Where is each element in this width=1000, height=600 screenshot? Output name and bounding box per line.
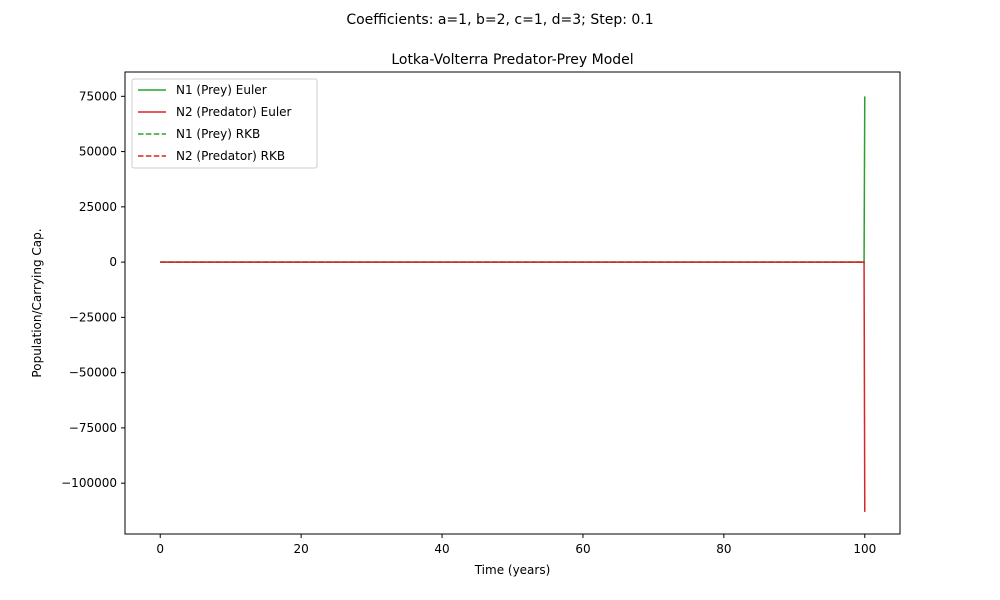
legend-label: N2 (Predator) RKB <box>176 149 285 163</box>
y-tick-label: −25000 <box>69 310 117 324</box>
legend: N1 (Prey) Euler N2 (Predator) Euler N1 (Pr… <box>131 78 318 169</box>
y-axis: 75000 50000 25000 0 −25000 −50000 −75000 −10000… <box>61 89 125 490</box>
y-axis-label: Population/Carrying Cap. <box>30 228 44 377</box>
legend-label: N2 (Predator) Euler <box>176 105 292 119</box>
y-tick-label: −75000 <box>69 421 117 435</box>
series-layer <box>160 96 866 512</box>
y-tick-label: 50000 <box>79 145 117 159</box>
x-tick-label: 20 <box>293 542 308 556</box>
series-line-n2-predator-euler <box>160 261 866 512</box>
legend-box <box>131 78 318 169</box>
x-tick-label: 80 <box>716 542 731 556</box>
x-axis: 0 20 40 60 80 100 <box>156 534 876 556</box>
y-tick-label: 75000 <box>79 89 117 103</box>
plot-frame <box>124 71 901 535</box>
x-tick-label: 40 <box>434 542 449 556</box>
legend-label: N1 (Prey) Euler <box>176 83 267 97</box>
legend-label: N1 (Prey) RKB <box>176 127 260 141</box>
y-tick-label: −50000 <box>69 366 117 380</box>
y-tick-label: −100000 <box>61 476 117 490</box>
y-tick-label: 0 <box>109 255 117 269</box>
y-tick-label: 25000 <box>79 200 117 214</box>
chart-suptitle: Coefficients: a=1, b=2, c=1, d=3; Step: … <box>346 12 653 28</box>
x-tick-label: 100 <box>853 542 876 556</box>
x-tick-label: 60 <box>575 542 590 556</box>
x-tick-label: 0 <box>156 542 164 556</box>
x-axis-label: Time (years) <box>474 563 551 577</box>
chart-title: Lotka-Volterra Predator-Prey Model <box>391 52 633 68</box>
